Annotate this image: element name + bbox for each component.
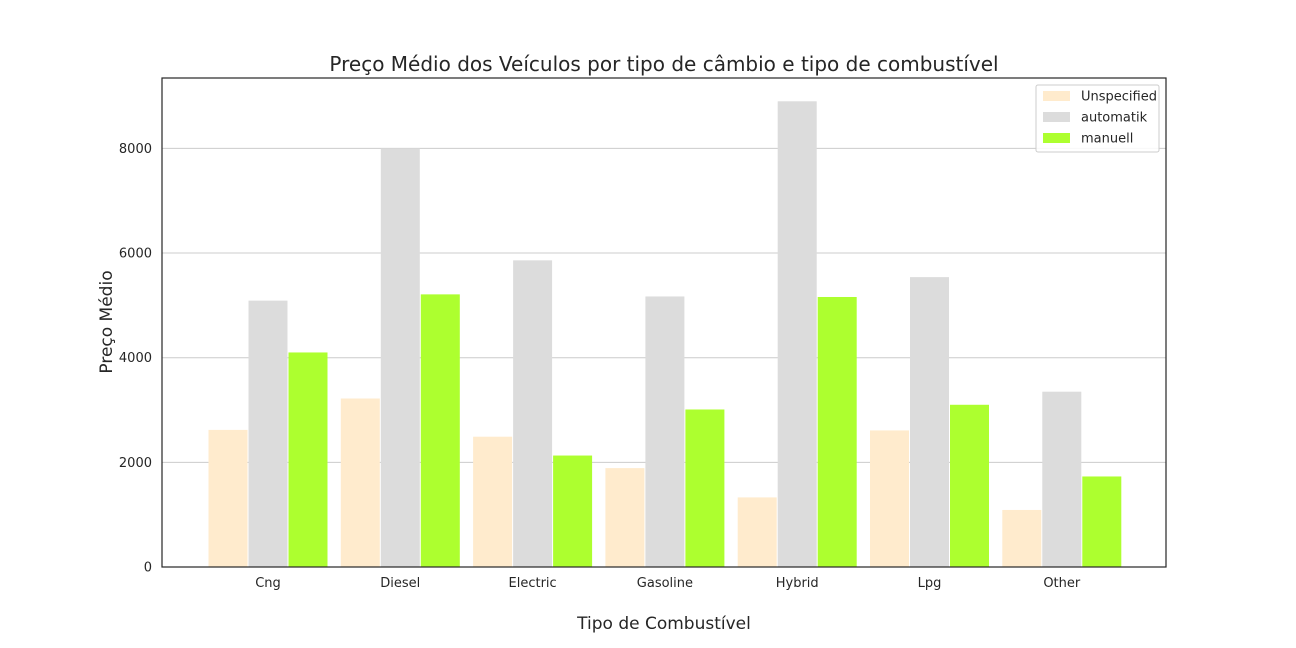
x-tick-label: Electric [509,576,557,591]
bar [737,497,777,567]
bar [553,455,593,567]
bar [645,296,685,567]
legend-items: Unspecified automatik manuell [1043,90,1157,147]
x-tick-label: Cng [255,576,281,591]
bar [910,277,949,567]
y-tick-labels: 0 2000 4000 6000 8000 [119,142,152,576]
bar [473,436,513,567]
bar [420,294,460,567]
legend-label: automatik [1081,111,1148,126]
bar [513,260,553,567]
bar [817,296,857,567]
y-tick-label: 0 [144,561,152,576]
bar [1002,509,1042,567]
legend-label: Unspecified [1081,90,1157,105]
y-tick-label: 6000 [119,247,152,262]
bar [685,409,725,567]
legend: Unspecified automatik manuell [1035,84,1160,153]
y-tick-label: 8000 [119,142,152,157]
x-tick-labels: Cng Diesel Electric Gasoline Hybrid Lpg Other [255,576,1081,591]
bar [248,300,288,567]
x-tick-label: Other [1043,576,1081,591]
y-axis-title: Preço Médio [97,270,117,373]
legend-label: manuell [1081,132,1133,147]
plot-frame [161,77,1167,568]
x-axis-title: Tipo de Combustível [576,614,751,634]
x-tick-label: Diesel [380,576,420,591]
bar [950,404,989,567]
bar [870,430,909,567]
legend-swatch [1043,133,1070,143]
bar [605,468,645,567]
y-tick-label: 4000 [119,351,152,366]
chart-title: Preço Médio dos Veículos por tipo de câm… [329,52,998,76]
bar [1082,476,1122,567]
y-tick-label: 2000 [119,456,152,471]
bar [1042,391,1082,567]
x-tick-label: Gasoline [637,576,693,591]
legend-swatch [1043,112,1070,122]
bar [340,398,380,567]
x-tick-label: Hybrid [776,576,819,591]
legend-swatch [1043,91,1070,101]
bars [208,101,1122,567]
bar [288,352,328,567]
bar [777,101,817,567]
bar [380,148,420,567]
x-tick-label: Lpg [918,576,942,591]
bar [208,429,248,567]
